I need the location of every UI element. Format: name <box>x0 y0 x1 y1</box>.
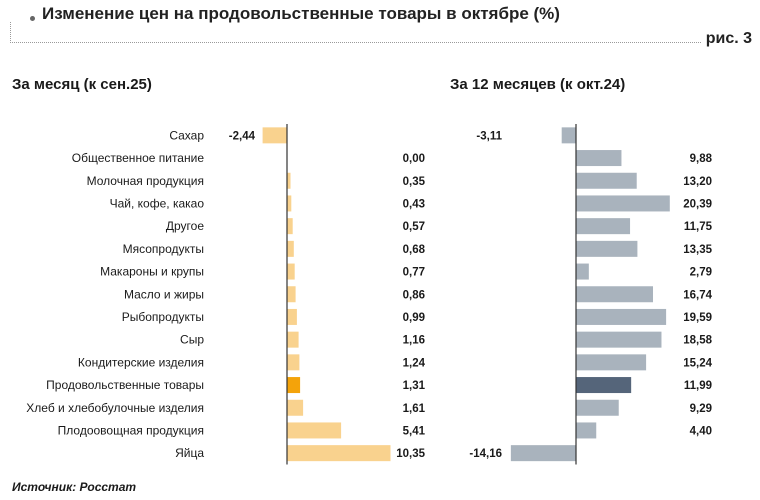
monthly-bar <box>262 127 287 144</box>
annual-value-label: 19,59 <box>683 312 712 324</box>
annual-bar <box>576 377 632 394</box>
monthly-bar <box>287 263 295 280</box>
monthly-value-label: 0,77 <box>403 267 425 279</box>
title-frame <box>10 22 701 43</box>
monthly-bar <box>287 399 304 416</box>
category-label: Макароны и крупы <box>100 265 204 279</box>
monthly-bar <box>287 195 292 212</box>
category-label: Рыбопродукты <box>122 310 204 324</box>
annual-value-label: 11,99 <box>684 380 712 392</box>
annual-value-label: -14,16 <box>469 448 502 460</box>
source-note: Источник: Росстат <box>12 480 137 494</box>
monthly-value-label: 1,16 <box>403 335 425 347</box>
category-label: Общественное питание <box>72 151 205 165</box>
monthly-bar <box>287 354 300 371</box>
category-label: Сыр <box>180 333 204 347</box>
monthly-value-label: 0,57 <box>403 221 425 233</box>
annual-value-label: 16,74 <box>683 289 712 301</box>
annual-value-label: 13,35 <box>683 244 712 256</box>
monthly-bar <box>287 445 391 462</box>
category-label: Яйца <box>175 446 204 460</box>
annual-bar <box>576 240 638 257</box>
title-bullet-dot <box>30 16 35 21</box>
monthly-value-label: 0,99 <box>403 312 425 324</box>
monthly-bar <box>287 286 296 303</box>
monthly-value-label: 0,68 <box>403 244 426 256</box>
category-label: Масло и жиры <box>124 287 204 301</box>
monthly-bar <box>287 308 297 325</box>
category-label: Плодоовощная продукция <box>58 423 204 437</box>
monthly-bar <box>287 172 291 189</box>
monthly-value-label: 0,43 <box>403 198 425 210</box>
monthly-value-label: 0,86 <box>403 289 425 301</box>
annual-bar <box>576 354 647 371</box>
annual-value-label: 4,40 <box>690 425 712 437</box>
annual-value-label: 9,88 <box>690 153 713 165</box>
annual-bar <box>576 286 654 303</box>
annual-value-label: -3,11 <box>476 130 502 142</box>
category-label: Кондитерские изделия <box>78 355 204 369</box>
annual-value-label: 13,20 <box>683 176 712 188</box>
annual-value-label: 18,58 <box>683 335 712 347</box>
annual-bar <box>576 399 619 416</box>
annual-value-label: 2,79 <box>690 267 712 279</box>
annual-bar <box>576 263 589 280</box>
annual-bar <box>576 172 637 189</box>
monthly-value-label: 0,00 <box>403 153 425 165</box>
monthly-value-label: 5,41 <box>403 425 426 437</box>
figure-label: рис. 3 <box>705 30 752 47</box>
monthly-bar <box>287 218 293 235</box>
monthly-panel-title: За месяц (к сен.25) <box>12 76 152 93</box>
monthly-value-label: 1,61 <box>403 403 426 415</box>
monthly-bar <box>287 377 301 394</box>
category-label: Молочная продукция <box>87 174 204 188</box>
monthly-value-label: 1,31 <box>403 380 426 392</box>
category-label: Другое <box>166 219 204 233</box>
monthly-value-label: 10,35 <box>396 448 425 460</box>
monthly-bar <box>287 331 299 348</box>
annual-bar <box>576 331 662 348</box>
category-label: Чай, кофе, какао <box>110 196 205 210</box>
monthly-value-label: 0,35 <box>403 176 426 188</box>
annual-value-label: 15,24 <box>683 357 712 369</box>
annual-bar <box>561 127 576 144</box>
category-label: Сахар <box>169 128 204 142</box>
monthly-bar <box>287 422 342 439</box>
annual-bar <box>576 308 667 325</box>
annual-bar <box>510 445 576 462</box>
chart-title: Изменение цен на продовольственные товар… <box>42 4 560 23</box>
monthly-value-label: -2,44 <box>229 130 256 142</box>
category-label: Продовольственные товары <box>46 378 204 392</box>
category-label: Мясопродукты <box>123 242 204 256</box>
monthly-value-label: 1,24 <box>403 357 426 369</box>
annual-bar <box>576 218 631 235</box>
annual-bar <box>576 422 597 439</box>
monthly-bar <box>287 240 294 257</box>
annual-panel-title: За 12 месяцев (к окт.24) <box>450 76 626 93</box>
annual-bar <box>576 150 622 167</box>
category-label: Хлеб и хлебобулочные изделия <box>26 401 204 415</box>
annual-value-label: 20,39 <box>683 198 712 210</box>
annual-value-label: 9,29 <box>690 403 712 415</box>
annual-value-label: 11,75 <box>684 221 713 233</box>
annual-bar <box>576 195 670 212</box>
